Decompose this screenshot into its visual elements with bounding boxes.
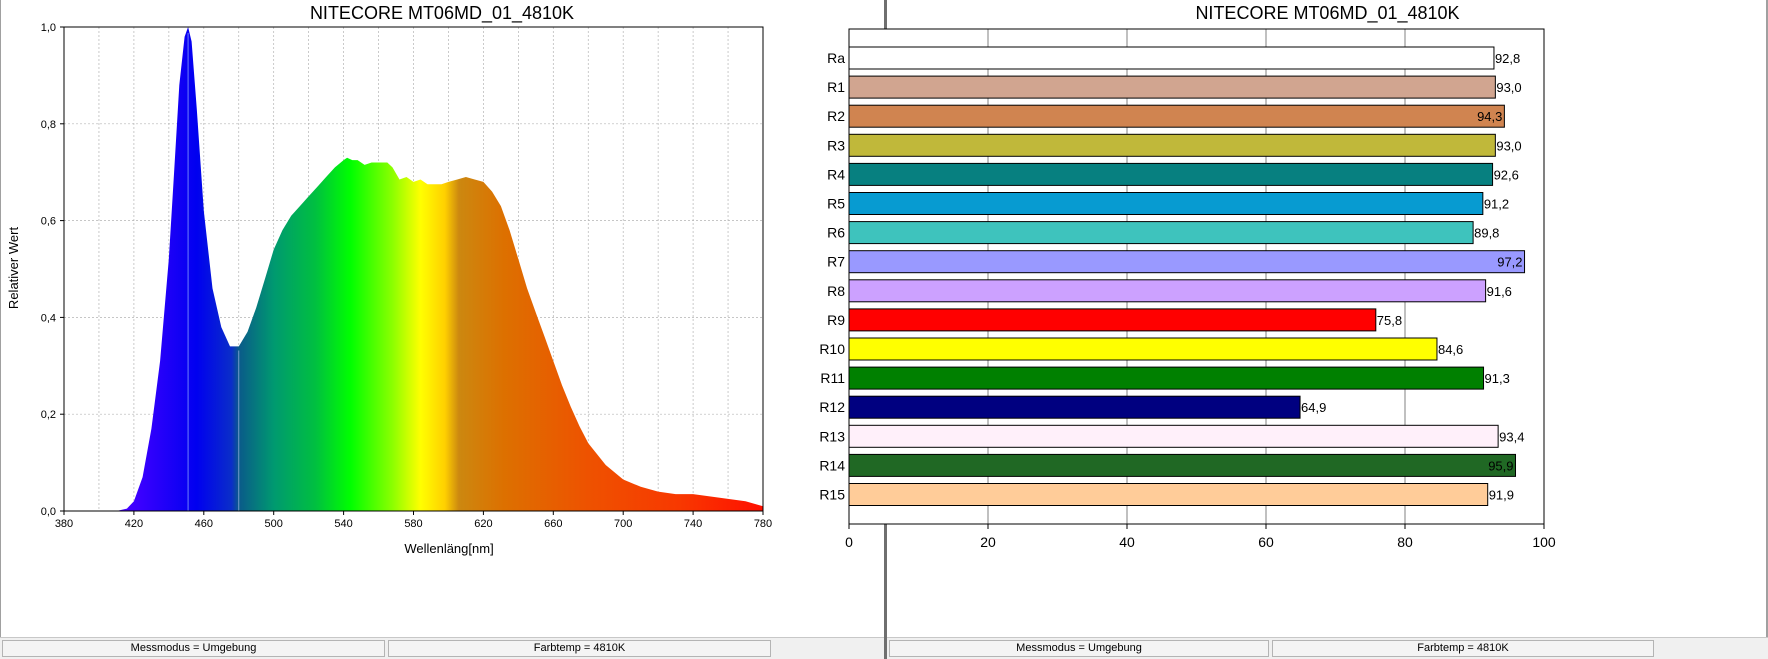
cri-category-label: R3 xyxy=(827,137,845,153)
spectrum-x-tick-label: 580 xyxy=(404,518,422,530)
cri-x-tick-label: 80 xyxy=(1397,534,1413,550)
cri-category-label: R9 xyxy=(827,312,845,328)
cri-panel: NITECORE MT06MD_01_4810K Ra 92,8 R1 93,0 R2 9… xyxy=(819,0,1768,659)
cri-bar-r15 xyxy=(848,483,1489,506)
cri-value-label: 91,2 xyxy=(1484,197,1509,212)
cri-category-label: R10 xyxy=(819,341,845,357)
cri-category-label: R13 xyxy=(819,428,845,444)
cri-bar-r4 xyxy=(848,162,1494,186)
cri-value-label: 89,8 xyxy=(1474,226,1499,241)
status-bar-right: Messmodus = Umgebung Farbtemp = 4810K xyxy=(887,637,1768,659)
spectrum-x-tick-label: 620 xyxy=(474,518,492,530)
cri-bar-r9 xyxy=(848,308,1377,332)
spectrum-x-tick-label: 740 xyxy=(684,518,702,530)
cri-x-tick-label: 60 xyxy=(1258,534,1274,550)
cri-chart-title: NITECORE MT06MD_01_4810K xyxy=(1195,3,1460,23)
spectrum-y-tick-label: 0,2 xyxy=(41,409,56,421)
cri-bar-r14 xyxy=(848,453,1517,477)
cri-value-label: 94,3 xyxy=(1477,109,1502,124)
spectrum-x-tick-label: 540 xyxy=(334,518,352,530)
spectrum-x-tick-label: 780 xyxy=(754,518,772,530)
spectrum-chart-title: NITECORE MT06MD_01_4810K xyxy=(309,3,575,23)
cri-chart: Ra 92,8 R1 93,0 R2 94,3 R3 93,0 R4 92,6 R5 91,2 R6 89… xyxy=(819,28,1556,550)
cri-bar-r10 xyxy=(848,337,1438,361)
spectrum-x-tick-label: 660 xyxy=(544,518,562,530)
cri-category-label: R15 xyxy=(819,487,845,503)
cri-x-tick-label: 0 xyxy=(845,534,853,550)
cri-plot-border xyxy=(848,28,1545,525)
cri-bar-r12 xyxy=(848,395,1301,419)
cri-category-label: R14 xyxy=(819,457,845,473)
status-measure-mode: Messmodus = Umgebung xyxy=(889,640,1269,657)
cri-category-label: R4 xyxy=(827,166,845,182)
cri-bar-r7 xyxy=(848,250,1526,274)
spectrum-x-tick-label: 420 xyxy=(125,518,143,530)
spectrum-x-tick-label: 700 xyxy=(614,518,632,530)
status-bar-left: Messmodus = Umgebung Farbtemp = 4810K xyxy=(0,637,884,659)
cri-value-label: 92,8 xyxy=(1495,51,1520,66)
cri-bar-r13 xyxy=(848,424,1499,448)
cri-value-label: 91,6 xyxy=(1487,284,1512,299)
cri-category-label: R11 xyxy=(820,370,845,386)
spectrum-y-tick-label: 0,0 xyxy=(41,506,56,518)
cri-x-tick-label: 40 xyxy=(1119,534,1135,550)
spectrum-y-tick-label: 0,6 xyxy=(41,216,56,228)
cri-value-label: 84,6 xyxy=(1438,342,1463,357)
cri-value-label: 97,2 xyxy=(1497,255,1522,270)
cri-value-label: 91,9 xyxy=(1489,488,1514,503)
status-color-temp: Farbtemp = 4810K xyxy=(1272,640,1654,657)
cri-x-tick-label: 20 xyxy=(980,534,996,550)
panel-border xyxy=(1766,0,1768,659)
cri-x-tick-label: 100 xyxy=(1532,534,1556,550)
cri-bar-ra xyxy=(848,46,1495,70)
cri-value-label: 75,8 xyxy=(1377,313,1402,328)
cri-value-label: 91,3 xyxy=(1485,371,1510,386)
cri-value-label: 92,6 xyxy=(1494,167,1519,182)
cri-bar-r3 xyxy=(848,133,1496,157)
cri-category-label: R7 xyxy=(827,254,845,270)
status-color-temp: Farbtemp = 4810K xyxy=(388,640,771,657)
spectrum-x-tick-label: 500 xyxy=(265,518,283,530)
cri-bar-r11 xyxy=(848,366,1485,390)
cri-category-label: Ra xyxy=(827,50,845,66)
cri-plot-area xyxy=(849,29,1544,524)
cri-bar-r6 xyxy=(848,221,1474,245)
cri-value-label: 64,9 xyxy=(1301,400,1326,415)
panel-border xyxy=(0,0,1,659)
spectrum-y-tick-label: 1,0 xyxy=(41,22,56,34)
spectrum-x-axis-label: Wellenläng[nm] xyxy=(404,541,493,556)
cri-bar-r1 xyxy=(848,75,1496,99)
cri-category-label: R12 xyxy=(819,399,845,415)
spectrum-panel: NITECORE MT06MD_01_4810K xyxy=(0,0,884,659)
cri-category-label: R2 xyxy=(827,108,845,124)
spectrum-y-axis-label: Relativer Wert xyxy=(6,227,21,310)
spectrum-x-tick-label: 380 xyxy=(55,518,73,530)
status-measure-mode: Messmodus = Umgebung xyxy=(2,640,385,657)
cri-category-label: R6 xyxy=(827,225,845,241)
spectrum-y-tick-label: 0,8 xyxy=(41,119,56,131)
spectrum-chart: 380 420 460 500 540 580 620 660 700 740 780 0,0 0,2 0… xyxy=(6,22,772,556)
spectrum-x-tick-label: 460 xyxy=(195,518,213,530)
cri-bar-r5 xyxy=(848,192,1484,215)
cri-value-label: 93,4 xyxy=(1499,429,1524,444)
cri-value-label: 93,0 xyxy=(1496,138,1521,153)
cri-category-label: R1 xyxy=(827,79,845,95)
cri-category-label: R8 xyxy=(827,283,845,299)
cri-category-label: R5 xyxy=(827,196,845,212)
cri-bar-r8 xyxy=(848,279,1487,303)
cri-value-label: 93,0 xyxy=(1496,80,1521,95)
spectrum-y-tick-label: 0,4 xyxy=(41,312,56,324)
cri-bar-r2 xyxy=(848,104,1505,128)
cri-value-label: 95,9 xyxy=(1488,458,1513,473)
